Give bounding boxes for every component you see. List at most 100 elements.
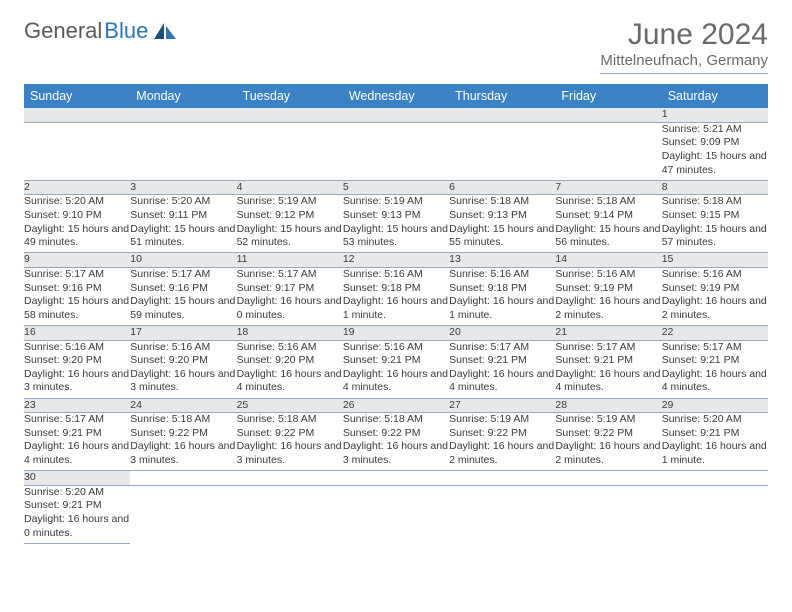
day-detail	[449, 485, 555, 543]
day-detail: Sunrise: 5:18 AMSunset: 9:22 PMDaylight:…	[130, 413, 236, 471]
sunrise-text: Sunrise: 5:17 AM	[24, 413, 130, 427]
header: GeneralBlue June 2024 Mittelneufnach, Ge…	[24, 18, 768, 74]
logo-text-general: General	[24, 18, 102, 44]
day-number: 15	[662, 253, 768, 268]
day-number	[130, 471, 236, 486]
day-number: 7	[555, 180, 661, 195]
daylight-text: Daylight: 16 hours and 2 minutes.	[555, 295, 661, 322]
calendar-table: Sunday Monday Tuesday Wednesday Thursday…	[24, 84, 768, 544]
daylight-text: Daylight: 16 hours and 1 minute.	[662, 440, 768, 467]
day-number: 8	[662, 180, 768, 195]
day-number: 2	[24, 180, 130, 195]
daylight-text: Daylight: 16 hours and 3 minutes.	[343, 440, 449, 467]
day-number: 22	[662, 325, 768, 340]
day-number: 13	[449, 253, 555, 268]
daylight-text: Daylight: 16 hours and 4 minutes.	[24, 440, 130, 467]
daylight-text: Daylight: 16 hours and 3 minutes.	[130, 440, 236, 467]
day-detail: Sunrise: 5:17 AMSunset: 9:21 PMDaylight:…	[24, 413, 130, 471]
sunrise-text: Sunrise: 5:16 AM	[130, 341, 236, 355]
day-number: 10	[130, 253, 236, 268]
day-number: 18	[237, 325, 343, 340]
day-number	[449, 471, 555, 486]
sunrise-text: Sunrise: 5:16 AM	[343, 268, 449, 282]
weekday-header: Sunday	[24, 84, 130, 108]
weekday-header: Friday	[555, 84, 661, 108]
daylight-text: Daylight: 15 hours and 53 minutes.	[343, 223, 449, 250]
day-number-row: 2345678	[24, 180, 768, 195]
daylight-text: Daylight: 15 hours and 49 minutes.	[24, 223, 130, 250]
daylight-text: Daylight: 16 hours and 3 minutes.	[237, 440, 343, 467]
day-detail-row: Sunrise: 5:20 AMSunset: 9:21 PMDaylight:…	[24, 485, 768, 543]
sunset-text: Sunset: 9:21 PM	[24, 427, 130, 441]
day-detail: Sunrise: 5:17 AMSunset: 9:17 PMDaylight:…	[237, 267, 343, 325]
day-detail: Sunrise: 5:16 AMSunset: 9:20 PMDaylight:…	[237, 340, 343, 398]
day-number: 19	[343, 325, 449, 340]
daylight-text: Daylight: 16 hours and 4 minutes.	[555, 368, 661, 395]
sunset-text: Sunset: 9:21 PM	[343, 354, 449, 368]
sunrise-text: Sunrise: 5:18 AM	[555, 195, 661, 209]
day-detail: Sunrise: 5:16 AMSunset: 9:18 PMDaylight:…	[449, 267, 555, 325]
sunset-text: Sunset: 9:12 PM	[237, 209, 343, 223]
day-number-row: 30	[24, 471, 768, 486]
day-number: 25	[237, 398, 343, 413]
day-number	[130, 108, 236, 122]
sunset-text: Sunset: 9:14 PM	[555, 209, 661, 223]
sunset-text: Sunset: 9:20 PM	[24, 354, 130, 368]
sunset-text: Sunset: 9:21 PM	[24, 499, 130, 513]
sunset-text: Sunset: 9:22 PM	[343, 427, 449, 441]
day-detail: Sunrise: 5:17 AMSunset: 9:21 PMDaylight:…	[555, 340, 661, 398]
daylight-text: Daylight: 16 hours and 4 minutes.	[343, 368, 449, 395]
day-detail: Sunrise: 5:18 AMSunset: 9:14 PMDaylight:…	[555, 195, 661, 253]
day-number: 16	[24, 325, 130, 340]
day-detail: Sunrise: 5:18 AMSunset: 9:15 PMDaylight:…	[662, 195, 768, 253]
calendar-month: June 2024	[600, 18, 768, 52]
day-detail: Sunrise: 5:19 AMSunset: 9:13 PMDaylight:…	[343, 195, 449, 253]
daylight-text: Daylight: 16 hours and 3 minutes.	[24, 368, 130, 395]
sunset-text: Sunset: 9:21 PM	[449, 354, 555, 368]
sunset-text: Sunset: 9:18 PM	[449, 282, 555, 296]
day-number: 14	[555, 253, 661, 268]
day-detail-row: Sunrise: 5:20 AMSunset: 9:10 PMDaylight:…	[24, 195, 768, 253]
day-detail: Sunrise: 5:19 AMSunset: 9:22 PMDaylight:…	[555, 413, 661, 471]
sunset-text: Sunset: 9:20 PM	[130, 354, 236, 368]
day-number: 11	[237, 253, 343, 268]
sunset-text: Sunset: 9:19 PM	[555, 282, 661, 296]
day-number: 20	[449, 325, 555, 340]
day-detail	[24, 122, 130, 180]
sunrise-text: Sunrise: 5:17 AM	[237, 268, 343, 282]
day-number-row: 16171819202122	[24, 325, 768, 340]
day-detail	[343, 485, 449, 543]
day-number: 30	[24, 471, 130, 486]
sunset-text: Sunset: 9:15 PM	[662, 209, 768, 223]
day-detail: Sunrise: 5:16 AMSunset: 9:19 PMDaylight:…	[555, 267, 661, 325]
sunset-text: Sunset: 9:21 PM	[662, 427, 768, 441]
daylight-text: Daylight: 15 hours and 56 minutes.	[555, 223, 661, 250]
sunset-text: Sunset: 9:13 PM	[343, 209, 449, 223]
daylight-text: Daylight: 16 hours and 2 minutes.	[555, 440, 661, 467]
day-detail-row: Sunrise: 5:17 AMSunset: 9:21 PMDaylight:…	[24, 413, 768, 471]
daylight-text: Daylight: 15 hours and 59 minutes.	[130, 295, 236, 322]
sunset-text: Sunset: 9:21 PM	[555, 354, 661, 368]
logo: GeneralBlue	[24, 18, 178, 44]
day-detail: Sunrise: 5:21 AMSunset: 9:09 PMDaylight:…	[662, 122, 768, 180]
sunrise-text: Sunrise: 5:18 AM	[662, 195, 768, 209]
day-number: 6	[449, 180, 555, 195]
sunrise-text: Sunrise: 5:16 AM	[662, 268, 768, 282]
day-number: 3	[130, 180, 236, 195]
day-detail: Sunrise: 5:16 AMSunset: 9:21 PMDaylight:…	[343, 340, 449, 398]
sunset-text: Sunset: 9:16 PM	[130, 282, 236, 296]
daylight-text: Daylight: 15 hours and 55 minutes.	[449, 223, 555, 250]
calendar-body: 1Sunrise: 5:21 AMSunset: 9:09 PMDaylight…	[24, 108, 768, 543]
sunrise-text: Sunrise: 5:16 AM	[555, 268, 661, 282]
day-detail-row: Sunrise: 5:16 AMSunset: 9:20 PMDaylight:…	[24, 340, 768, 398]
day-number: 1	[662, 108, 768, 122]
day-detail: Sunrise: 5:20 AMSunset: 9:21 PMDaylight:…	[24, 485, 130, 543]
daylight-text: Daylight: 15 hours and 52 minutes.	[237, 223, 343, 250]
day-number: 9	[24, 253, 130, 268]
day-detail	[555, 485, 661, 543]
day-detail	[343, 122, 449, 180]
sunrise-text: Sunrise: 5:18 AM	[237, 413, 343, 427]
daylight-text: Daylight: 15 hours and 57 minutes.	[662, 223, 768, 250]
day-number: 17	[130, 325, 236, 340]
sunrise-text: Sunrise: 5:18 AM	[343, 413, 449, 427]
